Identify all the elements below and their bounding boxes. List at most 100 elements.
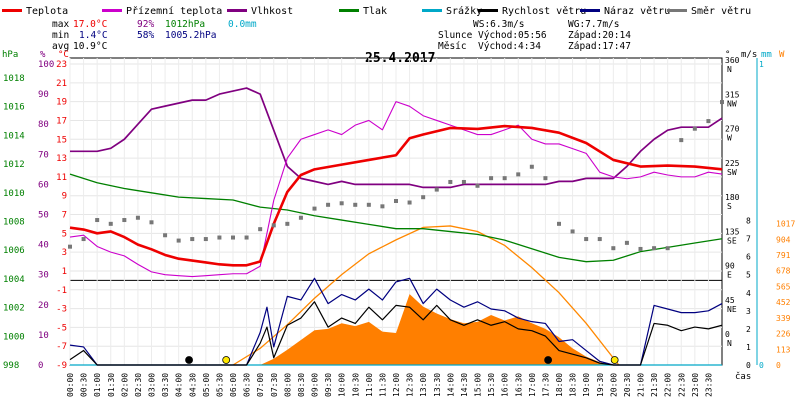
time-tick-label: 04:30: [188, 373, 197, 397]
wind-tick-label: 2: [746, 325, 751, 334]
temperature-tick-label: 17: [56, 116, 67, 126]
wind-direction-point: [312, 206, 317, 211]
time-tick-label: 23:30: [704, 373, 713, 397]
series-lines: [69, 87, 723, 366]
wind-direction-point: [108, 221, 113, 226]
time-tick-label: 08:30: [297, 373, 306, 397]
legend-swatch-temp: [2, 9, 22, 12]
legend-hum-label: Vlhkost: [251, 6, 293, 17]
legend-swatch-hum: [227, 9, 247, 12]
time-tick-label: 14:00: [446, 373, 455, 397]
wind-direction-point: [624, 240, 629, 245]
pressure-tick-label: 1002: [3, 304, 25, 314]
wind-tick-label: 8: [746, 217, 751, 226]
wind-direction-point: [68, 244, 72, 249]
stats-moon-label: Měsíc: [438, 41, 467, 52]
stats-moon-set: Západ:17:47: [568, 41, 631, 52]
moonrise-marker: [185, 356, 193, 364]
pressure-tick-label: 1014: [3, 131, 25, 141]
legend-press-label: Tlak: [363, 6, 387, 17]
legend-dir-label: Směr větru: [691, 5, 751, 17]
time-tick-label: 15:30: [487, 373, 496, 397]
wind-tick-label: 7: [746, 235, 751, 244]
wind-direction-point: [176, 238, 181, 243]
solar-tick-label: 678: [776, 267, 791, 276]
time-tick-label: 07:30: [270, 373, 279, 397]
solar-tick-label: 1017: [776, 220, 795, 229]
temperature-tick-label: 5: [62, 229, 67, 239]
legend-swatch-press: [339, 9, 359, 12]
axes: 9981000100210041006100810101012101410161…: [3, 56, 795, 397]
humidity-tick-label: 10: [38, 331, 49, 341]
time-tick-label: 17:00: [528, 373, 537, 397]
stats-max-rain: 0.0mm: [228, 19, 257, 30]
direction-compass-label: E: [727, 271, 732, 280]
wind-direction-point: [475, 183, 480, 188]
wind-direction-point: [81, 237, 86, 242]
pressure-tick-label: 1008: [3, 218, 25, 228]
time-tick-label: 17:30: [541, 373, 550, 397]
time-tick-label: 03:30: [161, 373, 170, 397]
time-tick-label: 01:00: [93, 373, 102, 397]
temperature-tick-label: 9: [62, 192, 67, 202]
humidity-tick-label: 60: [38, 180, 49, 190]
solar-tick-label: 113: [776, 345, 791, 354]
humidity-tick-label: 80: [38, 120, 49, 130]
legend-ground-label: Přízemní teplota: [126, 5, 222, 17]
wind-direction-point: [421, 195, 426, 200]
direction-degree-label: 45: [725, 296, 735, 305]
legend-swatch-wind: [478, 9, 498, 12]
wind-tick-label: 6: [746, 253, 751, 262]
wind-tick-label: 4: [746, 289, 751, 298]
direction-compass-label: S: [727, 202, 732, 211]
time-tick-label: 09:00: [311, 373, 320, 397]
stats-min-hum: 58%: [137, 30, 154, 41]
time-tick-label: 19:00: [582, 373, 591, 397]
wind-direction-point: [597, 237, 602, 242]
temperature-tick-label: 13: [56, 154, 67, 164]
wind-direction-point: [516, 172, 521, 177]
time-tick-label: 18:00: [555, 373, 564, 397]
direction-degree-label: 180: [725, 193, 740, 202]
wind-direction-point: [122, 218, 127, 223]
direction-compass-label: N: [727, 65, 732, 74]
direction-compass-label: NW: [727, 99, 737, 108]
humidity-tick-label: 40: [38, 241, 49, 251]
moonset-marker: [544, 356, 553, 364]
time-tick-label: 06:00: [229, 373, 238, 397]
time-tick-label: 05:30: [215, 373, 224, 397]
stats-sun-set: Západ:20:14: [568, 30, 631, 41]
stats-max-hum: 92%: [137, 19, 154, 30]
humidity-tick-label: 100: [38, 60, 54, 70]
direction-degree-label: 270: [725, 125, 740, 134]
axis-unit-time: čas: [735, 371, 751, 382]
stats-avg-label: avg: [52, 41, 69, 52]
wind-direction-point: [529, 164, 534, 169]
legend-swatch-rain: [422, 9, 442, 12]
direction-degree-label: 225: [725, 159, 740, 168]
time-tick-label: 03:00: [148, 373, 157, 397]
wind-direction-point: [203, 237, 208, 242]
stats-max-press: 1012hPa: [165, 19, 205, 30]
wind-direction-point: [652, 246, 657, 251]
time-tick-label: 12:30: [406, 373, 415, 397]
solar-radiation-area: [70, 294, 722, 365]
axis-unit-mm: mm: [761, 50, 772, 60]
time-tick-label: 13:00: [419, 373, 428, 397]
solar-tick-label: 452: [776, 298, 791, 307]
pressure-tick-label: 1000: [3, 332, 25, 342]
temperature-tick-label: 23: [56, 60, 67, 70]
wind-direction-point: [163, 233, 168, 238]
humidity-tick-label: 70: [38, 150, 49, 160]
wind-direction-point: [339, 201, 344, 206]
solar-tick-label: 339: [776, 314, 791, 323]
solar-tick-label: 565: [776, 282, 791, 291]
solar-tick-label: 904: [776, 235, 791, 244]
wind-direction-point: [638, 246, 643, 251]
time-tick-label: 18:30: [569, 373, 578, 397]
temperature-line: [69, 124, 723, 267]
time-tick-label: 22:30: [677, 373, 686, 397]
time-tick-label: 11:00: [365, 373, 374, 397]
time-tick-label: 11:30: [378, 373, 387, 397]
humidity-line: [70, 87, 723, 189]
